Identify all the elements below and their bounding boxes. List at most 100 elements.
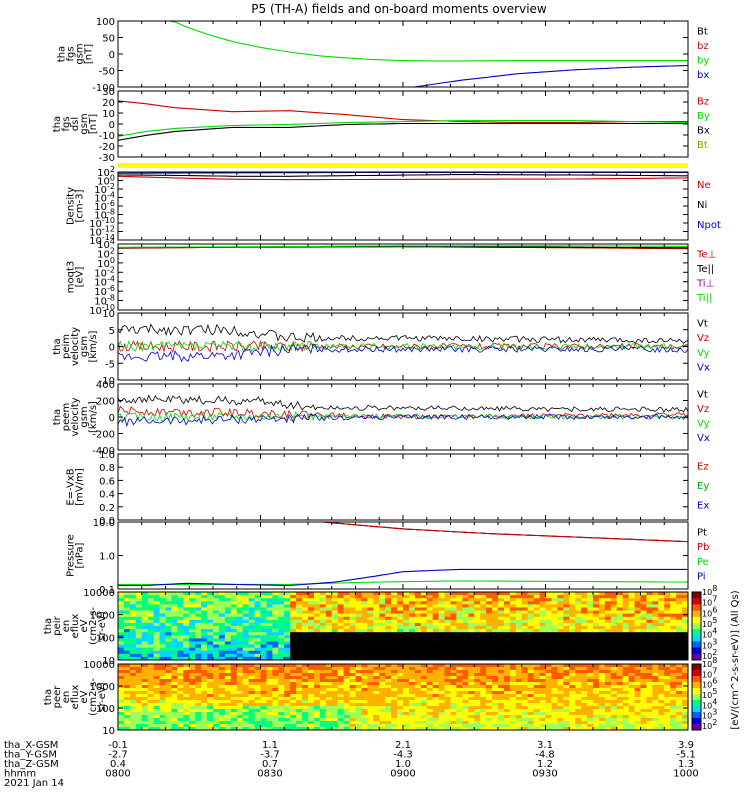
heatmap-cell (515, 727, 523, 731)
heatmap-cell (462, 650, 469, 655)
heatmap-cell (664, 667, 671, 671)
heatmap-cell (278, 653, 285, 658)
heatmap-cell (248, 592, 256, 596)
heatmap-cell (587, 718, 594, 722)
heatmap-cell (480, 647, 487, 652)
heatmap-cell (569, 610, 576, 615)
heatmap-cell (337, 641, 345, 646)
heatmap-cell (373, 676, 380, 680)
heatmap-cell (563, 641, 570, 646)
heatmap-cell (664, 650, 671, 655)
heatmap-cell (652, 641, 659, 646)
heatmap-cell (325, 626, 333, 630)
heatmap-cell (165, 610, 172, 615)
heatmap-cell (230, 670, 238, 674)
heatmap-cell (539, 613, 546, 618)
heatmap-cell (230, 632, 238, 636)
heatmap-cell (646, 724, 653, 728)
heatmap-cell (486, 685, 493, 689)
heatmap-cell (420, 613, 428, 618)
heatmap-cell (147, 598, 155, 602)
heatmap-cell (290, 676, 297, 680)
heatmap-cell (664, 598, 671, 602)
heatmap-cell (480, 638, 487, 642)
heatmap-cell (242, 656, 250, 661)
heatmap-cell (652, 706, 659, 710)
heatmap-cell (598, 676, 606, 680)
legend-Vz: Vz (697, 333, 709, 344)
heatmap-cell (569, 706, 576, 710)
heatmap-cell (331, 679, 339, 683)
heatmap-cell (207, 613, 214, 618)
heatmap-cell (147, 688, 155, 692)
heatmap-cell (183, 647, 190, 652)
heatmap-cell (604, 644, 612, 649)
heatmap-cell (260, 700, 267, 704)
heatmap-cell (593, 727, 600, 731)
heatmap-cell (509, 653, 517, 658)
heatmap-cell (379, 673, 386, 677)
heatmap-cell (640, 712, 647, 716)
heatmap-cell (521, 610, 529, 615)
heatmap-cell (337, 644, 345, 649)
heatmap-cell (450, 715, 457, 719)
heatmap-cell (403, 632, 410, 636)
heatmap-cell (515, 592, 523, 596)
heatmap-cell (325, 607, 333, 612)
heatmap-cell (503, 641, 511, 646)
heatmap-cell (616, 641, 624, 646)
heatmap-cell (670, 626, 677, 630)
heatmap-cell (515, 626, 523, 630)
heatmap-cell (355, 676, 362, 680)
heatmap-cell (551, 667, 558, 671)
heatmap-cell (367, 613, 374, 618)
heatmap-cell (682, 673, 689, 677)
heatmap-cell (468, 685, 475, 689)
heatmap-cell (581, 610, 588, 615)
heatmap-cell (462, 613, 469, 618)
heatmap-cell (153, 638, 161, 642)
heatmap-cell (616, 610, 624, 615)
heatmap-cell (622, 610, 630, 615)
legend-Pb: Pb (697, 542, 709, 553)
heatmap-cell (236, 709, 244, 713)
heatmap-cell (242, 712, 250, 716)
heatmap-cell (450, 626, 457, 630)
heatmap-cell (242, 676, 250, 680)
heatmap-cell (438, 685, 446, 689)
heatmap-cell (456, 592, 463, 596)
heatmap-cell (189, 607, 196, 612)
heatmap-cell (575, 632, 582, 636)
heatmap-cell (521, 664, 529, 668)
heatmap-cell (141, 718, 149, 722)
heatmap-cell (343, 616, 351, 621)
heatmap-cell (123, 712, 131, 716)
heatmap-cell (498, 629, 505, 633)
heatmap-cell (302, 629, 309, 633)
heatmap-cell (385, 676, 392, 680)
heatmap-cell (337, 721, 345, 725)
heatmap-cell (527, 626, 535, 630)
heatmap-cell (266, 592, 273, 596)
heatmap-cell (545, 644, 552, 649)
heatmap-cell (361, 727, 368, 731)
heatmap-cell (159, 595, 166, 599)
heatmap-cell (141, 706, 149, 710)
heatmap-cell (123, 592, 131, 596)
heatmap-cell (664, 644, 671, 649)
heatmap-cell (563, 613, 570, 618)
heatmap-cell (260, 598, 267, 602)
heatmap-cell (343, 721, 351, 725)
heatmap-cell (266, 694, 273, 698)
heatmap-cell (403, 715, 410, 719)
heatmap-cell (123, 647, 131, 652)
heatmap-cell (165, 613, 172, 618)
heatmap-cell (189, 629, 196, 633)
heatmap-cell (557, 667, 564, 671)
heatmap-cell (254, 664, 261, 668)
heatmap-cell (266, 667, 273, 671)
heatmap-cell (391, 619, 398, 624)
heatmap-cell (533, 632, 541, 636)
heatmap-cell (604, 667, 612, 671)
heatmap-cell (646, 685, 653, 689)
